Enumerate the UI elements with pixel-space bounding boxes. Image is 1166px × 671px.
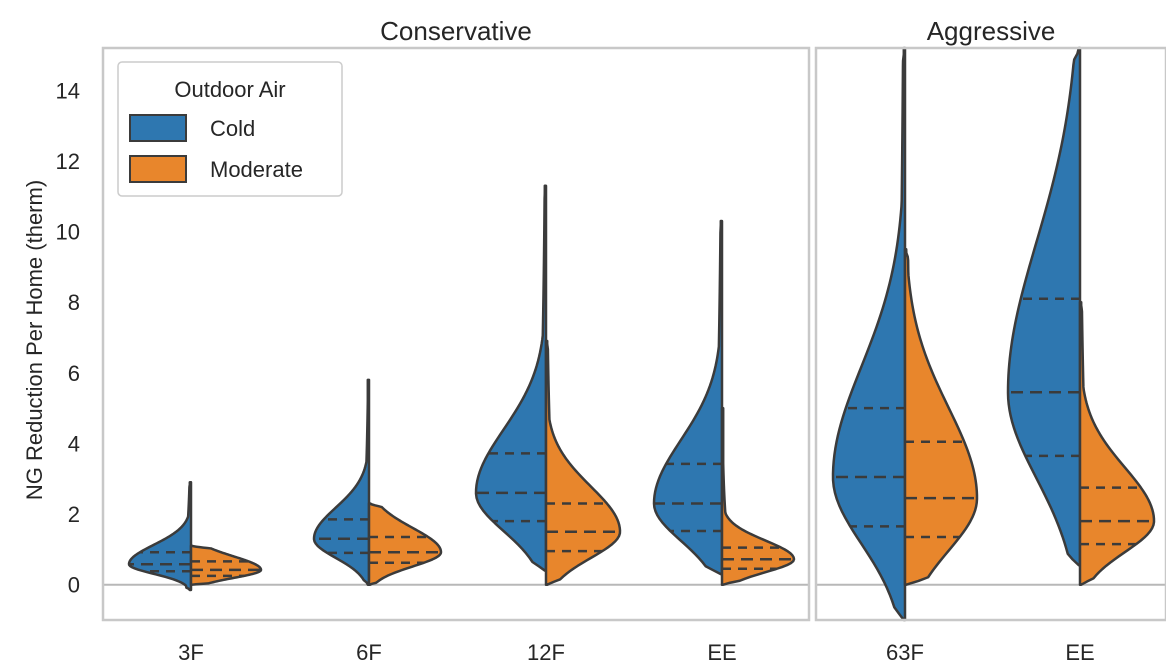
- y-axis-label: NG Reduction Per Home (therm): [22, 180, 47, 500]
- legend-label-cold: Cold: [210, 116, 255, 141]
- legend-title: Outdoor Air: [174, 77, 285, 102]
- violin-aggressive-ee-moderate: [1078, 300, 1156, 586]
- violin-conservative-3f-cold: [127, 481, 193, 592]
- violin-conservative-6f-cold: [312, 378, 371, 586]
- y-tick-label-4: 4: [68, 431, 80, 456]
- x-tick-label-aggressive-63f: 63F: [886, 640, 924, 665]
- panel-frame-conservative: [101, 46, 811, 622]
- panel-frame-aggressive: [814, 46, 1166, 622]
- x-tick-label-conservative-ee: EE: [707, 640, 736, 665]
- panel-title-conservative: Conservative: [380, 16, 532, 46]
- legend-swatch-cold: [129, 114, 187, 142]
- violin-aggressive-63f-cold: [831, 46, 907, 622]
- x-tick-label-conservative-12f: 12F: [527, 640, 565, 665]
- violin-aggressive-ee-cold: [1006, 46, 1082, 567]
- violin-aggressive-63f-moderate: [903, 248, 979, 586]
- y-tick-label-12: 12: [56, 149, 80, 174]
- violin-conservative-ee-cold: [652, 219, 724, 576]
- plot-layer: [101, 46, 1166, 622]
- x-tick-label-conservative-3f: 3F: [178, 640, 204, 665]
- x-tick-label-aggressive-ee: EE: [1065, 640, 1094, 665]
- y-tick-label-6: 6: [68, 361, 80, 386]
- violin-conservative-ee-moderate: [720, 406, 796, 586]
- violin-conservative-6f-moderate: [367, 502, 443, 586]
- y-tick-label-8: 8: [68, 290, 80, 315]
- panel-title-aggressive: Aggressive: [927, 16, 1056, 46]
- y-tick-label-14: 14: [56, 78, 80, 103]
- y-tick-label-0: 0: [68, 573, 80, 598]
- legend-swatch-moderate: [129, 155, 187, 183]
- legend-label-moderate: Moderate: [210, 157, 303, 182]
- violin-conservative-3f-moderate: [189, 544, 263, 586]
- y-tick-label-10: 10: [56, 220, 80, 245]
- x-tick-label-conservative-6f: 6F: [356, 640, 382, 665]
- legend: Outdoor Air Cold Moderate: [117, 61, 343, 197]
- violin-conservative-12f-moderate: [544, 339, 622, 586]
- axis-layer: 3F 6F 12F EE Conservative 63F EE Aggressive 0 2 4 6…: [22, 16, 1095, 665]
- violin-conservative-12f-cold: [474, 184, 548, 572]
- y-tick-label-2: 2: [68, 502, 80, 527]
